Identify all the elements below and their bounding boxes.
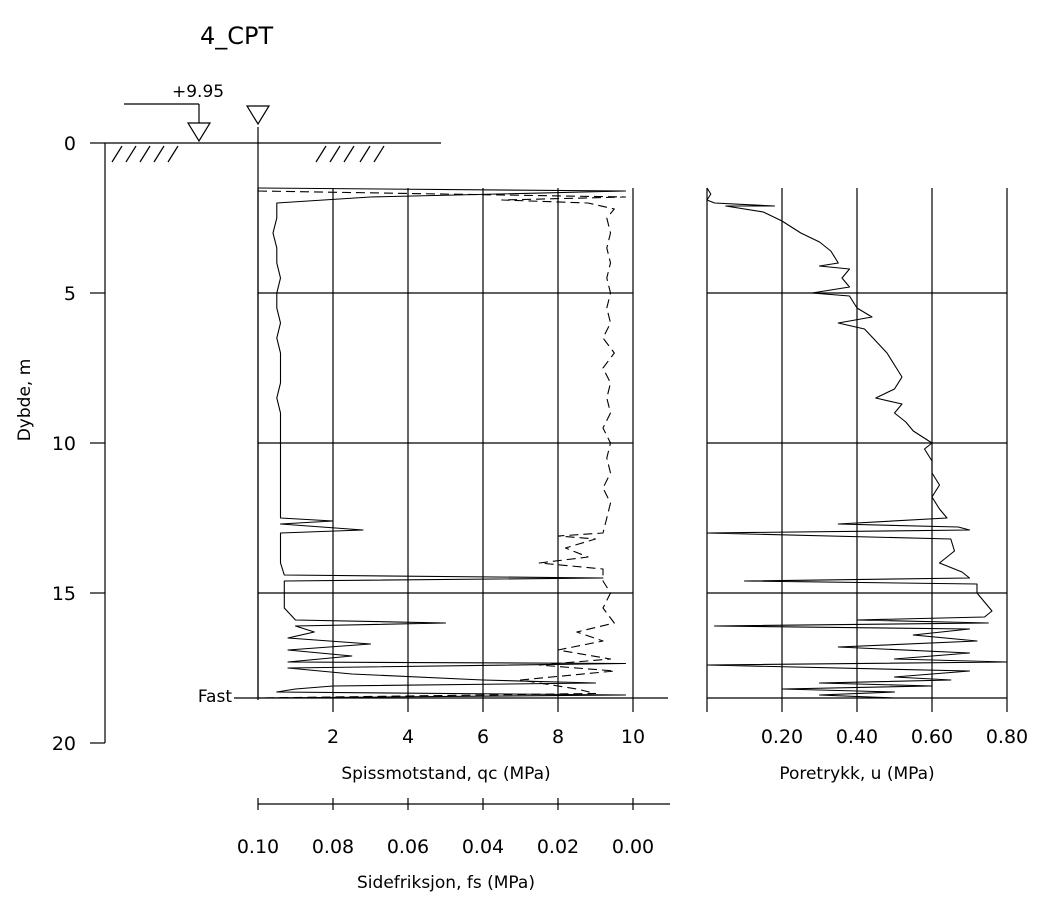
depth-tick-label: 15 xyxy=(52,583,76,605)
ground-elevation-label: +9.95 xyxy=(172,82,224,102)
ground-surface: +9.95 Fast xyxy=(105,82,441,707)
qc-series-fs-dashed xyxy=(258,191,626,698)
elevation-marker-icon xyxy=(188,123,210,141)
fs-tick-label: 0.10 xyxy=(237,836,279,858)
qc-tick-label: 6 xyxy=(477,726,489,748)
fs-axis: 0.10 0.08 0.06 0.04 0.02 0.00 Sidefriksj… xyxy=(237,798,670,893)
soil-hatch-right xyxy=(316,146,384,162)
fs-tick-label: 0.00 xyxy=(612,836,654,858)
chart-title: 4_CPT xyxy=(200,22,274,50)
depth-tick-label: 5 xyxy=(64,283,76,305)
pore-pressure-x-tick-labels: 0.20 0.40 0.60 0.80 xyxy=(761,726,1028,748)
qc-tick-label: 2 xyxy=(327,726,339,748)
fs-axis-label: Sidefriksjon, fs (MPa) xyxy=(357,873,535,893)
u-tick-label: 0.20 xyxy=(761,726,803,748)
qc-axis-label: Spissmotstand, qc (MPa) xyxy=(341,764,550,784)
qc-tick-label: 10 xyxy=(621,726,645,748)
soil-hatch-left xyxy=(112,146,178,162)
qc-tick-label: 8 xyxy=(552,726,564,748)
pore-pressure-axis-label: Poretrykk, u (MPa) xyxy=(779,764,934,784)
depth-tick-label: 20 xyxy=(52,733,76,755)
pore-pressure-grid xyxy=(707,188,1007,712)
u-tick-label: 0.60 xyxy=(911,726,953,748)
u-tick-label: 0.40 xyxy=(836,726,878,748)
depth-tick-label: 10 xyxy=(52,433,76,455)
fs-tick-label: 0.02 xyxy=(537,836,579,858)
depth-tick-label: 0 xyxy=(64,133,76,155)
qc-grid xyxy=(258,188,668,712)
fs-tick-label: 0.08 xyxy=(312,836,354,858)
fs-tick-label: 0.06 xyxy=(387,836,429,858)
depth-axis: 0 5 10 15 20 Dybde, m xyxy=(15,133,105,755)
u-tick-label: 0.80 xyxy=(986,726,1028,748)
qc-tick-label: 4 xyxy=(402,726,414,748)
water-table-icon xyxy=(247,106,269,124)
end-of-sounding-label: Fast xyxy=(198,687,232,707)
fs-tick-label: 0.04 xyxy=(462,836,504,858)
depth-axis-label: Dybde, m xyxy=(15,359,35,442)
qc-x-tick-labels: 2 4 6 8 10 xyxy=(327,726,645,748)
